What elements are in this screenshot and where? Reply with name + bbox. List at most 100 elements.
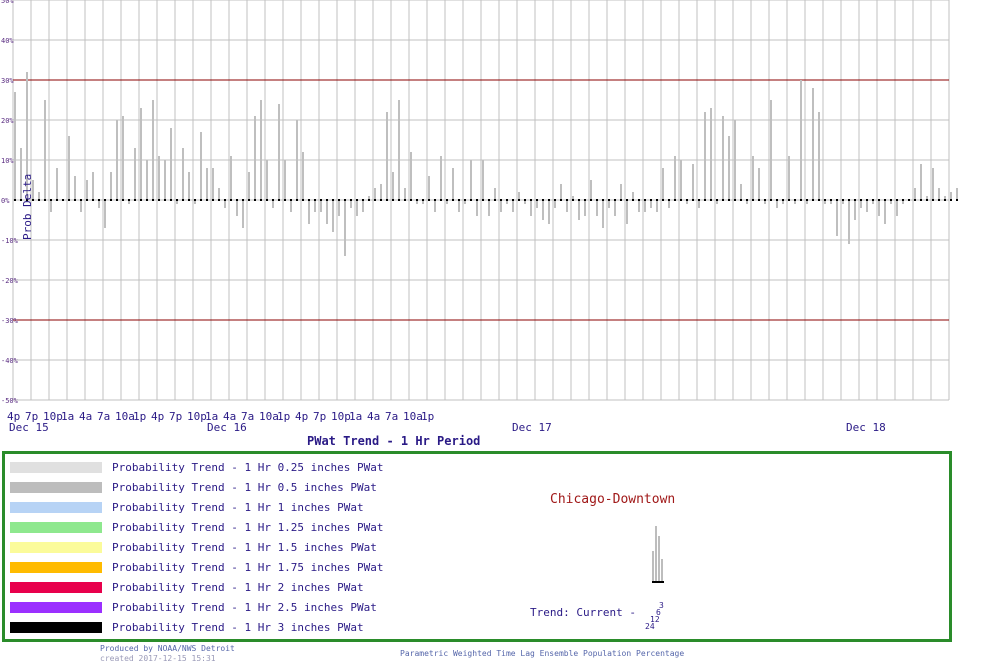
bar bbox=[320, 200, 322, 212]
bar bbox=[896, 200, 898, 216]
bar-baseline-dot bbox=[404, 199, 406, 201]
bar bbox=[836, 200, 838, 236]
legend-label: Probability Trend - 1 Hr 3 inches PWat bbox=[112, 621, 364, 634]
y-tick-label: 10% bbox=[1, 157, 14, 165]
bar bbox=[350, 200, 352, 208]
legend-label: Probability Trend - 1 Hr 1.25 inches PWa… bbox=[112, 521, 384, 534]
bar bbox=[674, 156, 676, 200]
bar-baseline-dot bbox=[890, 199, 892, 201]
bar bbox=[410, 152, 412, 200]
bar bbox=[344, 200, 346, 256]
bar-baseline-dot bbox=[392, 199, 394, 201]
bar bbox=[494, 188, 496, 200]
bar bbox=[290, 200, 292, 212]
bar bbox=[476, 200, 478, 216]
bar-baseline-dot bbox=[266, 199, 268, 201]
bar bbox=[170, 128, 172, 200]
x-tick-label: 7p bbox=[169, 410, 182, 423]
bar bbox=[242, 200, 244, 228]
bar bbox=[230, 156, 232, 200]
bar bbox=[830, 200, 832, 204]
bar-baseline-dot bbox=[836, 199, 838, 201]
legend-label: Probability Trend - 1 Hr 2.5 inches PWat bbox=[112, 601, 377, 614]
bar bbox=[26, 72, 28, 200]
bar-baseline-dot bbox=[296, 199, 298, 201]
bar-baseline-dot bbox=[236, 199, 238, 201]
bar-baseline-dot bbox=[638, 199, 640, 201]
bar bbox=[218, 188, 220, 200]
bar-baseline-dot bbox=[692, 199, 694, 201]
bar-baseline-dot bbox=[200, 199, 202, 201]
bar bbox=[548, 200, 550, 224]
bar-baseline-dot bbox=[320, 199, 322, 201]
bar-baseline-dot bbox=[614, 199, 616, 201]
bar-baseline-dot bbox=[62, 199, 64, 201]
bar bbox=[428, 176, 430, 200]
trend-hour-6: 6 bbox=[656, 608, 661, 617]
bar-baseline-dot bbox=[104, 199, 106, 201]
bar bbox=[110, 172, 112, 200]
trend-bar-12 bbox=[655, 526, 657, 581]
bar bbox=[464, 200, 466, 204]
bar bbox=[686, 200, 688, 204]
bar-baseline-dot bbox=[146, 199, 148, 201]
bar bbox=[224, 200, 226, 208]
bar-baseline-dot bbox=[806, 199, 808, 201]
bar-baseline-dot bbox=[56, 199, 58, 201]
bar bbox=[392, 172, 394, 200]
bar-baseline-dot bbox=[800, 199, 802, 201]
bar-baseline-dot bbox=[188, 199, 190, 201]
trend-hour-12: 12 bbox=[650, 615, 660, 624]
bar-baseline-dot bbox=[596, 199, 598, 201]
bar-baseline-dot bbox=[722, 199, 724, 201]
bar-baseline-dot bbox=[542, 199, 544, 201]
bar bbox=[716, 200, 718, 204]
x-tick-label: 1p bbox=[277, 410, 290, 423]
legend-label: Probability Trend - 1 Hr 1.75 inches PWa… bbox=[112, 561, 384, 574]
x-tick-label: 10a bbox=[259, 410, 279, 423]
bar-baseline-dot bbox=[290, 199, 292, 201]
bar bbox=[56, 168, 58, 200]
trend-bar-24 bbox=[652, 551, 654, 581]
bar bbox=[842, 200, 844, 204]
bar bbox=[266, 160, 268, 200]
chart-title: PWat Trend - 1 Hr Period bbox=[307, 434, 480, 448]
bar-baseline-dot bbox=[284, 199, 286, 201]
bar bbox=[452, 168, 454, 200]
bar bbox=[680, 160, 682, 200]
x-tick-label: 4p bbox=[7, 410, 20, 423]
bar bbox=[38, 192, 40, 200]
bar-baseline-dot bbox=[842, 199, 844, 201]
bar bbox=[422, 200, 424, 204]
bar bbox=[920, 164, 922, 200]
bar-baseline-dot bbox=[758, 199, 760, 201]
bar bbox=[650, 200, 652, 208]
bar-baseline-dot bbox=[524, 199, 526, 201]
bar-baseline-dot bbox=[368, 199, 370, 201]
bar-baseline-dot bbox=[212, 199, 214, 201]
bar-baseline-dot bbox=[830, 199, 832, 201]
bar bbox=[950, 192, 952, 200]
bar bbox=[212, 168, 214, 200]
bar bbox=[434, 200, 436, 212]
trend-bar-3 bbox=[661, 559, 663, 581]
bar-baseline-dot bbox=[548, 199, 550, 201]
date-label: Dec 15 bbox=[9, 421, 49, 434]
bar bbox=[938, 188, 940, 200]
bar-baseline-dot bbox=[698, 199, 700, 201]
bar bbox=[362, 200, 364, 212]
bar bbox=[572, 196, 574, 200]
y-tick-label: 20% bbox=[1, 117, 14, 125]
bar-baseline-dot bbox=[386, 199, 388, 201]
bar-baseline-dot bbox=[332, 199, 334, 201]
x-tick-label: 7p bbox=[25, 410, 38, 423]
legend-label: Probability Trend - 1 Hr 1.5 inches PWat bbox=[112, 541, 377, 554]
trend-label: Trend: Current - bbox=[530, 606, 636, 619]
bar bbox=[260, 100, 262, 200]
bar-baseline-dot bbox=[350, 199, 352, 201]
bar-baseline-dot bbox=[608, 199, 610, 201]
bar bbox=[638, 200, 640, 212]
bar-baseline-dot bbox=[944, 199, 946, 201]
bar bbox=[248, 172, 250, 200]
bar bbox=[542, 200, 544, 220]
